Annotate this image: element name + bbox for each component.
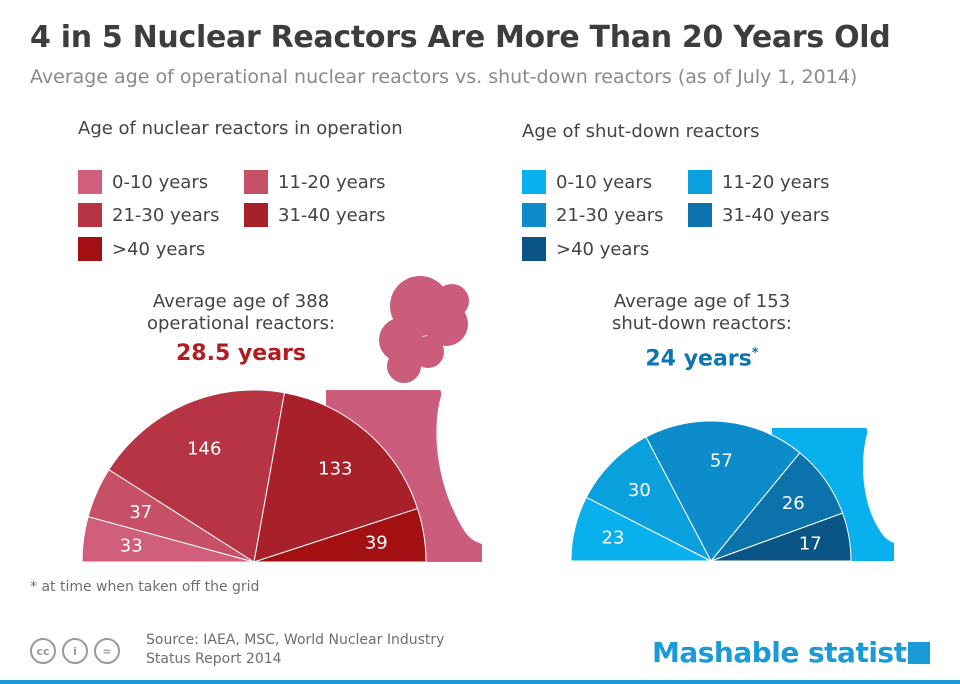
legend-swatch <box>78 203 102 227</box>
nd-icon-label: = <box>102 644 112 658</box>
source-line2: Status Report 2014 <box>146 651 282 667</box>
footnote: * at time when taken off the grid <box>30 579 260 595</box>
shutdown-average-callout: Average age of 153 shut-down reactors: 2… <box>573 291 831 372</box>
legend-item-operational-0-10: 0-10 years <box>78 170 208 194</box>
nd-icon[interactable]: = <box>94 638 120 664</box>
shutdown-section-title: Age of shut-down reactors <box>522 121 760 142</box>
footer-accent-bar <box>0 680 960 684</box>
shutdown-slice-label-5: 17 <box>799 534 822 555</box>
legend-label: 11-20 years <box>278 171 386 193</box>
by-icon-label: i <box>73 644 77 658</box>
legend-item-shutdown-11-20: 11-20 years <box>688 170 830 194</box>
statista-logo-icon <box>908 642 930 664</box>
legend-label: >40 years <box>112 238 206 260</box>
legend-swatch <box>522 237 546 261</box>
steam-cloud-icon <box>379 276 469 383</box>
legend-label: 31-40 years <box>278 204 386 226</box>
operational-section-title: Age of nuclear reactors in operation <box>78 118 403 139</box>
legend-swatch <box>244 170 268 194</box>
operational-average-line1: Average age of 388 <box>152 291 330 312</box>
shutdown-slice-label-1: 23 <box>602 527 625 548</box>
legend-label: 21-30 years <box>556 204 664 226</box>
shutdown-slice-5 <box>710 512 852 562</box>
legend-item-operational-40-plus: >40 years <box>78 237 205 261</box>
operational-slice-5 <box>253 507 427 563</box>
legend-label: 0-10 years <box>556 171 653 193</box>
shutdown-slice-3 <box>645 420 801 562</box>
operational-slice-label-1: 33 <box>120 536 143 557</box>
operational-slice-label-2: 37 <box>129 502 152 523</box>
shutdown-semicircle-pie: 23 30 57 26 17 <box>570 420 852 563</box>
legend-item-operational-11-20: 11-20 years <box>244 170 386 194</box>
by-icon[interactable]: i <box>62 638 88 664</box>
operational-average-value: 28.5 years <box>176 341 306 366</box>
operational-slice-4 <box>253 392 419 563</box>
legend-item-operational-31-40: 31-40 years <box>244 203 386 227</box>
legend-label: >40 years <box>556 238 650 260</box>
legend-swatch <box>244 203 268 227</box>
shutdown-slice-label-2: 30 <box>628 480 651 501</box>
statista-logo[interactable]: statista <box>808 636 925 669</box>
source-line1: Source: IAEA, MSC, World Nuclear Industr… <box>146 632 445 648</box>
legend-swatch <box>688 203 712 227</box>
operational-slice-label-5: 39 <box>365 533 388 554</box>
shutdown-slice-label-3: 57 <box>710 451 733 472</box>
legend-swatch <box>78 170 102 194</box>
cc-icon[interactable]: cc <box>30 638 56 664</box>
legend-swatch <box>522 170 546 194</box>
source-note: Source: IAEA, MSC, World Nuclear Industr… <box>146 631 476 669</box>
legend-swatch <box>522 203 546 227</box>
shutdown-slice-2 <box>585 436 713 563</box>
shutdown-average-line2: shut-down reactors: <box>612 313 792 334</box>
legend-swatch <box>688 170 712 194</box>
operational-slice-label-4: 133 <box>318 459 352 480</box>
legend-label: 31-40 years <box>722 204 830 226</box>
shutdown-average-value-wrap: 24 years* <box>573 341 831 372</box>
operational-slice-3 <box>108 389 286 563</box>
legend-label: 11-20 years <box>722 171 830 193</box>
legend-label: 0-10 years <box>112 171 209 193</box>
operational-slice-label-3: 146 <box>187 439 221 460</box>
legend-swatch <box>78 237 102 261</box>
legend-item-shutdown-0-10: 0-10 years <box>522 170 652 194</box>
shutdown-average-value: 24 years <box>645 346 752 372</box>
chart-subtitle: Average age of operational nuclear react… <box>30 66 858 88</box>
legend-label: 21-30 years <box>112 204 220 226</box>
operational-semicircle-pie: 33 37 146 133 39 <box>81 389 427 563</box>
legend-item-operational-21-30: 21-30 years <box>78 203 220 227</box>
shutdown-slice-label-4: 26 <box>782 493 805 514</box>
shutdown-average-line1: Average age of 153 <box>613 291 791 312</box>
legend-item-shutdown-40-plus: >40 years <box>522 237 649 261</box>
chart-title: 4 in 5 Nuclear Reactors Are More Than 20… <box>30 20 891 55</box>
cc-icon-label: cc <box>36 644 50 658</box>
operational-average-line2: operational reactors: <box>146 313 336 334</box>
mashable-logo[interactable]: Mashable <box>652 636 799 669</box>
legend-item-shutdown-31-40: 31-40 years <box>688 203 830 227</box>
shutdown-average-footnote-marker: * <box>751 346 759 361</box>
operational-average-callout: Average age of 388 operational reactors:… <box>112 291 370 367</box>
legend-item-shutdown-21-30: 21-30 years <box>522 203 664 227</box>
